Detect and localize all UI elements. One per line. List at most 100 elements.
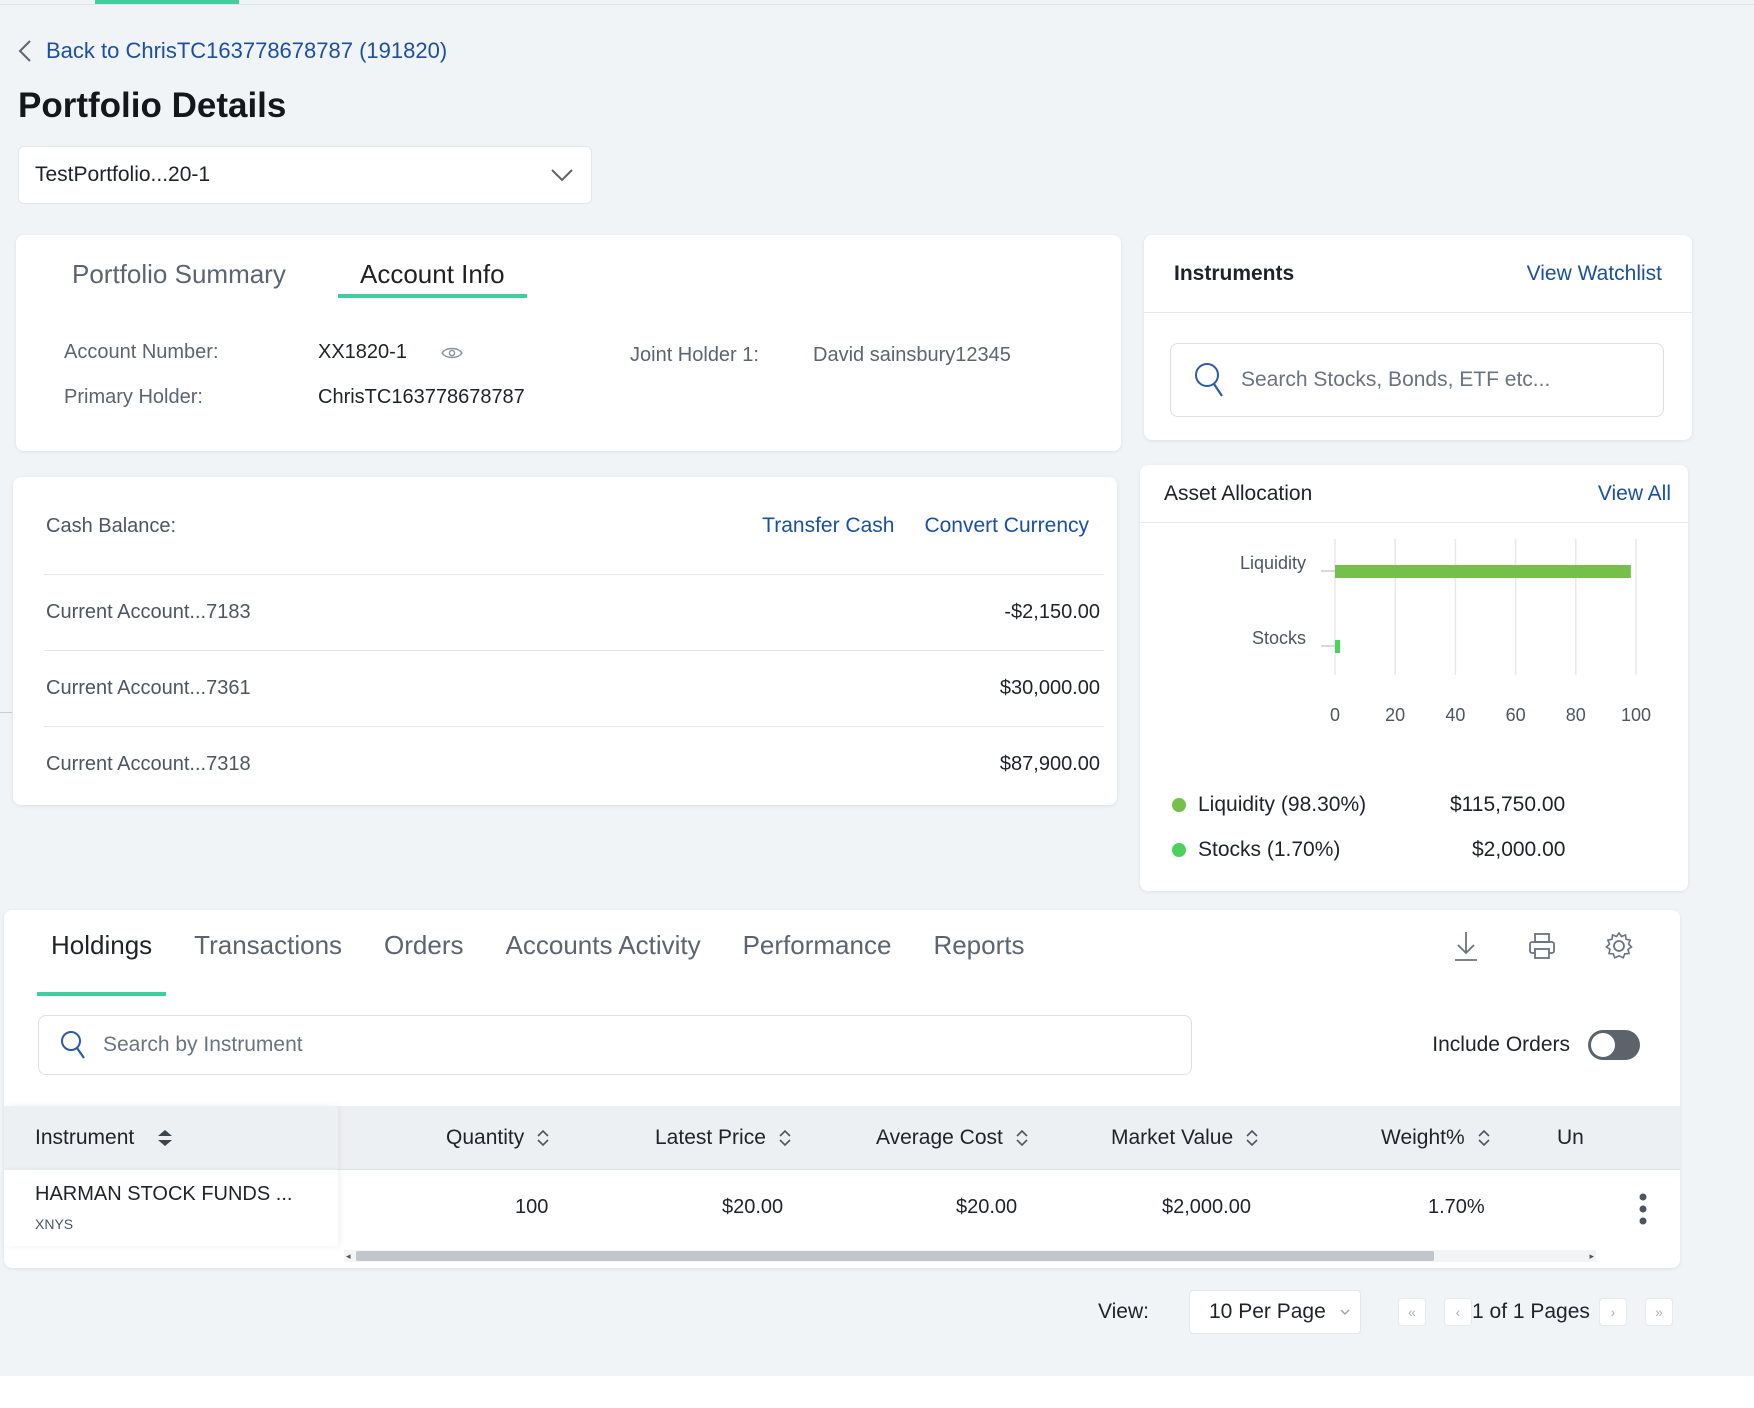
instrument-search-input[interactable] — [1241, 368, 1663, 392]
download-icon[interactable] — [1452, 930, 1480, 962]
eye-icon[interactable] — [440, 346, 463, 360]
tab-account-info[interactable]: Account Info — [338, 235, 527, 298]
column-header-average-cost[interactable]: Average Cost — [876, 1106, 1029, 1170]
bar-liquidity — [1335, 565, 1631, 578]
holdings-card: Holdings Transactions Orders Accounts Ac… — [4, 910, 1680, 1268]
asset-allocation-title: Asset Allocation — [1164, 481, 1313, 505]
joint-holder-value: David sainsbury12345 — [813, 344, 1011, 366]
tab-accounts-activity[interactable]: Accounts Activity — [506, 910, 701, 984]
column-header-quantity[interactable]: Quantity — [446, 1106, 550, 1170]
horizontal-scrollbar[interactable]: ◂ ▸ — [344, 1250, 1596, 1262]
column-header-weight[interactable]: Weight% — [1381, 1106, 1491, 1170]
tab-portfolio-summary[interactable]: Portfolio Summary — [72, 235, 286, 290]
column-label: Instrument — [35, 1126, 135, 1149]
holding-instrument-cell[interactable]: HARMAN STOCK FUNDS ... XNYS — [4, 1170, 338, 1246]
column-header-market-value[interactable]: Market Value — [1111, 1106, 1259, 1170]
scrollbar-thumb[interactable] — [356, 1251, 1434, 1261]
tab-transactions[interactable]: Transactions — [194, 910, 342, 984]
next-page-button[interactable]: › — [1599, 1298, 1627, 1326]
account-info-card: Portfolio Summary Account Info Account N… — [16, 235, 1121, 451]
primary-holder-value: ChrisTC163778678787 — [318, 386, 525, 408]
footer-bar — [0, 1376, 1754, 1408]
search-icon — [1195, 363, 1223, 397]
previous-page-button[interactable]: ‹ — [1444, 1298, 1472, 1326]
per-page-select[interactable]: 10 Per Page — [1189, 1290, 1361, 1334]
view-watchlist-link[interactable]: View Watchlist — [1526, 261, 1662, 285]
column-label: Weight% — [1381, 1126, 1465, 1149]
portfolio-select[interactable]: TestPortfolio...20-1 — [18, 146, 592, 204]
active-tab-indicator — [338, 294, 527, 298]
legend-pct: (98.30%) — [1280, 793, 1367, 816]
cash-account-name: Current Account...7183 — [46, 601, 251, 623]
include-orders-label: Include Orders — [1432, 1033, 1570, 1056]
account-number-label: Account Number: — [64, 341, 219, 363]
include-orders-control: Include Orders — [1432, 1030, 1640, 1060]
x-tick-label: 80 — [1566, 705, 1586, 725]
chevron-left-icon — [18, 40, 31, 62]
y-tick-label: Stocks — [1252, 628, 1306, 648]
search-icon — [61, 1031, 85, 1059]
more-actions-icon[interactable] — [1638, 1192, 1648, 1226]
tab-label: Performance — [742, 930, 892, 960]
instruments-header: Instruments View Watchlist — [1144, 235, 1692, 313]
include-orders-toggle[interactable] — [1588, 1030, 1640, 1060]
view-label: View: — [1098, 1300, 1149, 1323]
legend-dot — [1172, 843, 1186, 857]
sort-icon — [1478, 1129, 1490, 1147]
column-header-latest-price[interactable]: Latest Price — [655, 1106, 792, 1170]
scroll-right-arrow[interactable]: ▸ — [1589, 1251, 1594, 1261]
cash-account-row: Current Account...7318 $87,900.00 — [44, 726, 1104, 802]
legend-item-stocks: Stocks (1.70%) $2,000.00 — [1172, 838, 1565, 862]
cash-account-name: Current Account...7318 — [46, 753, 251, 775]
legend-value: $115,750.00 — [1450, 793, 1566, 816]
sort-icon — [158, 1130, 173, 1146]
x-tick-label: 20 — [1385, 705, 1405, 725]
bar-stocks — [1335, 640, 1341, 653]
cash-account-amount: -$2,150.00 — [1004, 601, 1100, 623]
scroll-left-arrow[interactable]: ◂ — [346, 1251, 351, 1261]
last-page-button[interactable]: » — [1645, 1298, 1673, 1326]
sort-icon — [1246, 1129, 1258, 1147]
tab-label: Transactions — [194, 930, 343, 960]
legend-pct: (1.70%) — [1266, 838, 1341, 861]
per-page-value: 10 Per Page — [1209, 1300, 1326, 1323]
first-page-button[interactable]: « — [1398, 1298, 1426, 1326]
asset-allocation-card: Asset Allocation View All 0 20 40 60 80 100 Li… — [1140, 465, 1688, 891]
convert-currency-link[interactable]: Convert Currency — [924, 514, 1089, 537]
tab-holdings[interactable]: Holdings — [37, 910, 167, 996]
chevron-down-icon — [551, 169, 573, 182]
column-header-unrealized[interactable]: Un — [1557, 1106, 1584, 1170]
holdings-search-input[interactable] — [103, 1033, 1191, 1057]
sort-icon — [779, 1129, 791, 1147]
tab-label: Holdings — [51, 930, 153, 960]
holdings-search-box[interactable] — [38, 1015, 1192, 1075]
transfer-cash-link[interactable]: Transfer Cash — [762, 514, 895, 537]
sort-icon — [1016, 1129, 1028, 1147]
print-icon[interactable] — [1528, 930, 1556, 962]
column-label: Latest Price — [655, 1126, 766, 1149]
legend-value: $2,000.00 — [1472, 838, 1566, 861]
tab-orders[interactable]: Orders — [384, 910, 463, 984]
instruments-title: Instruments — [1174, 261, 1295, 285]
page-indicator: 1 of 1 Pages — [1472, 1300, 1590, 1323]
instrument-search-box[interactable] — [1170, 343, 1664, 417]
portfolio-select-value: TestPortfolio...20-1 — [35, 163, 211, 186]
back-link[interactable]: Back to ChrisTC163778678787 (191820) — [18, 38, 447, 64]
column-header-instrument[interactable]: Instrument — [4, 1106, 338, 1170]
legend-label: Liquidity — [1198, 793, 1276, 816]
top-nav-line — [0, 0, 1754, 5]
tab-account-info-label: Account Info — [360, 259, 505, 289]
tab-label: Reports — [933, 930, 1025, 960]
tab-performance[interactable]: Performance — [743, 910, 892, 984]
tab-reports[interactable]: Reports — [933, 910, 1024, 984]
account-number-value: XX1820-1 — [318, 341, 463, 364]
tab-portfolio-summary-label: Portfolio Summary — [72, 259, 286, 289]
latest-price-cell: $20.00 — [722, 1196, 784, 1218]
cash-account-row: Current Account...7361 $30,000.00 — [44, 650, 1104, 726]
legend-label: Stocks — [1198, 838, 1262, 861]
view-all-link[interactable]: View All — [1597, 481, 1671, 505]
legend-dot — [1172, 798, 1186, 812]
x-tick-label: 60 — [1506, 705, 1526, 725]
holdings-tabs: Holdings Transactions Orders Accounts Ac… — [37, 910, 1024, 996]
gear-icon[interactable] — [1604, 930, 1633, 962]
